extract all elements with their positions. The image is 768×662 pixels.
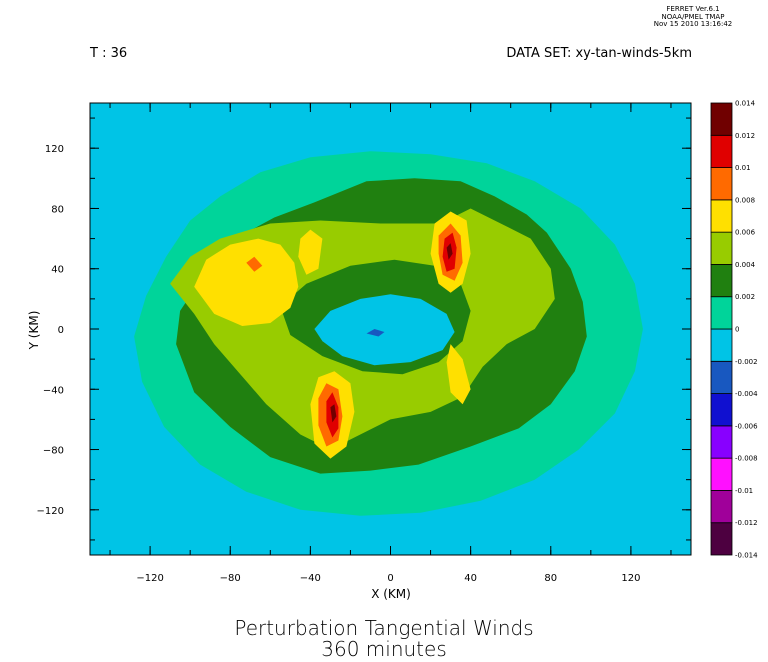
colorbar-label: 0: [735, 326, 739, 334]
y-tick-label: −80: [43, 446, 64, 457]
y-tick-label: −40: [43, 385, 64, 396]
colorbar-label: -0.006: [735, 422, 758, 430]
x-tick-label: 40: [464, 573, 477, 584]
colorbar-swatch: [710, 231, 733, 265]
y-tick-label: 80: [51, 204, 64, 215]
colorbar-swatch: [710, 199, 733, 233]
stamp-line-3: Nov 15 2010 13:16:42: [653, 20, 733, 28]
colorbar-swatch: [710, 457, 733, 491]
contour-region-eye-core: [366, 329, 385, 337]
axes: −120 −80 −40 0 40 80 120 −120 −80 −40 0 40 80 120: [37, 102, 692, 584]
colorbar-label: 0.002: [735, 293, 755, 301]
x-tick-label: −120: [136, 573, 163, 584]
colorbar-swatch: [710, 167, 733, 201]
main-title: Perturbation Tangential Winds 360 minute…: [0, 618, 768, 660]
x-tick-label: 120: [621, 573, 640, 584]
colorbar-label: -0.002: [735, 358, 758, 366]
colorbar-label: -0.012: [735, 519, 758, 527]
colorbar-swatch: [710, 360, 733, 394]
colorbar-swatch: [710, 102, 733, 136]
colorbar-label: -0.01: [735, 487, 753, 495]
contour-region-eye: [314, 294, 455, 366]
x-tick-label: 0: [387, 573, 393, 584]
y-axis-label: Y (KM): [27, 311, 41, 351]
x-tick-label: −80: [220, 573, 241, 584]
plot-area: [90, 103, 691, 555]
x-tick-label: 80: [544, 573, 557, 584]
colorbar-swatch: [710, 264, 733, 298]
contour-region-darkred-south: [330, 404, 337, 423]
time-label: T : 36: [90, 46, 128, 61]
contour-region-yellow-east: [446, 344, 471, 405]
y-tick-label: 40: [51, 265, 64, 276]
title-line-1: Perturbation Tangential Winds: [234, 616, 534, 640]
colorbar-label: 0.008: [735, 196, 755, 204]
colorbar-swatch: [710, 393, 733, 427]
colorbar-label: 0.004: [735, 261, 756, 269]
colorbar: -0.014 -0.012 -0.01 -0.008 -0.006 -0.004 -0.00…: [710, 100, 758, 560]
title-line-2: 360 minutes: [321, 637, 447, 661]
colorbar-swatch: [710, 425, 733, 459]
colorbar-swatch: [710, 522, 733, 556]
contour-region-darkred-north: [446, 243, 453, 260]
colorbar-label: 0.01: [735, 164, 751, 172]
colorbar-label: 0.006: [735, 229, 756, 237]
stamp-line-1: FERRET Ver.6.1: [666, 5, 720, 13]
colorbar-label: 0.012: [735, 132, 755, 140]
colorbar-swatch: [710, 296, 733, 330]
colorbar-swatch: [710, 490, 733, 524]
colorbar-label: -0.004: [735, 390, 758, 398]
dataset-label: DATA SET: xy-tan-winds-5km: [506, 46, 692, 61]
contour-region-yellow-west-2: [298, 229, 323, 275]
colorbar-label: -0.014: [735, 552, 758, 560]
colorbar-label: 0.014: [735, 100, 756, 108]
contour-region-orange-west: [246, 256, 263, 272]
y-tick-label: 120: [45, 144, 64, 155]
colorbar-label: -0.008: [735, 455, 758, 463]
y-tick-label: 0: [58, 325, 64, 336]
contour-region-yellow-west: [194, 238, 299, 326]
x-tick-label: −40: [300, 573, 321, 584]
colorbar-swatch: [710, 328, 733, 362]
x-axis-label: X (KM): [371, 587, 411, 601]
ferret-stamp: FERRET Ver.6.1 NOAA/PMEL TMAP Nov 15 201…: [618, 5, 768, 29]
stamp-line-2: NOAA/PMEL TMAP: [661, 12, 725, 21]
y-tick-label: −120: [37, 506, 64, 517]
colorbar-swatch: [710, 134, 733, 168]
